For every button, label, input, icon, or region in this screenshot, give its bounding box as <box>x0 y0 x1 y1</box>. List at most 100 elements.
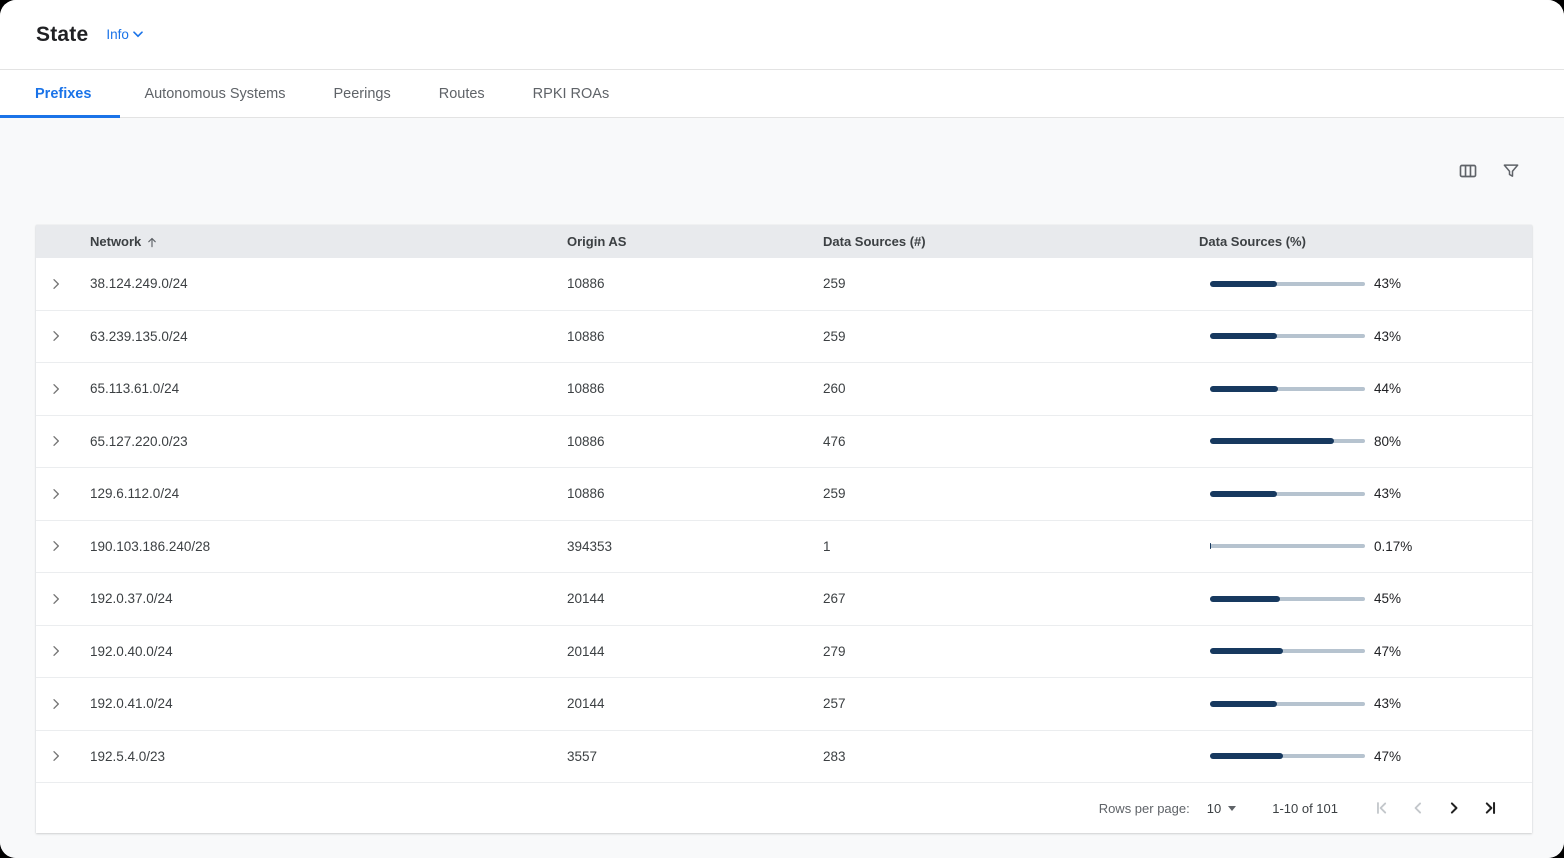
progress-bar-track <box>1210 753 1365 760</box>
data-sources-count-cell: 260 <box>823 381 846 397</box>
table-row[interactable]: 192.5.4.0/23 3557 283 47% <box>36 730 1532 783</box>
sort-ascending-icon <box>148 237 157 247</box>
origin-as-cell: 394353 <box>567 538 613 554</box>
table-row[interactable]: 192.0.41.0/24 20144 257 43% <box>36 678 1532 731</box>
chevron-right-icon <box>53 698 59 709</box>
progress-bar-fill <box>1210 490 1277 497</box>
expand-row-button[interactable] <box>45 693 67 715</box>
content-area: Network Origin AS Data Sources (#) Data … <box>0 118 1564 858</box>
next-page-button[interactable] <box>1436 790 1472 826</box>
origin-as-cell: 20144 <box>567 591 605 607</box>
prefixes-table: Network Origin AS Data Sources (#) Data … <box>36 225 1532 833</box>
progress-bar-label: 0.17% <box>1374 538 1413 554</box>
progress-bar-label: 45% <box>1374 591 1402 607</box>
expand-row-button[interactable] <box>45 483 67 505</box>
network-cell: 65.127.220.0/23 <box>90 433 188 449</box>
expand-row-button[interactable] <box>45 430 67 452</box>
chevron-right-icon <box>53 436 59 447</box>
table-row[interactable]: 192.0.40.0/24 20144 279 47% <box>36 625 1532 678</box>
network-cell: 192.0.41.0/24 <box>90 696 173 712</box>
rows-per-page-label: Rows per page: <box>1098 800 1190 816</box>
column-header-data-sources-pct[interactable]: Data Sources (%) <box>1199 234 1306 249</box>
network-cell: 192.0.40.0/24 <box>90 643 173 659</box>
rows-per-page-select[interactable]: 10 <box>1207 801 1237 816</box>
page-header: State Info <box>0 0 1564 70</box>
expand-row-button[interactable] <box>45 325 67 347</box>
column-header-network[interactable]: Network <box>90 234 567 249</box>
tab-label: Prefixes <box>35 85 92 102</box>
progress-bar-fill <box>1210 280 1277 287</box>
network-cell: 129.6.112.0/24 <box>90 486 180 502</box>
progress-bar-fill <box>1210 753 1283 760</box>
column-header-origin-as[interactable]: Origin AS <box>567 234 627 249</box>
expand-row-button[interactable] <box>45 378 67 400</box>
first-page-icon <box>1377 802 1387 814</box>
table-body: 38.124.249.0/24 10886 259 43% <box>36 258 1532 783</box>
progress-bar-label: 47% <box>1374 748 1402 764</box>
table-pagination: Rows per page: 10 1-10 of 101 <box>36 783 1532 833</box>
table-row[interactable]: 129.6.112.0/24 10886 259 43% <box>36 468 1532 521</box>
tab-routes[interactable]: Routes <box>415 70 509 117</box>
table-row[interactable]: 38.124.249.0/24 10886 259 43% <box>36 258 1532 311</box>
origin-as-cell: 3557 <box>567 748 598 764</box>
tab-prefixes[interactable]: Prefixes <box>0 70 121 118</box>
chevron-right-icon <box>53 541 59 552</box>
progress-bar-label: 43% <box>1374 276 1402 292</box>
origin-as-cell: 20144 <box>567 643 605 659</box>
tab-rpki-roas[interactable]: RPKI ROAs <box>509 70 634 117</box>
tab-peerings[interactable]: Peerings <box>309 70 414 117</box>
filter-button[interactable] <box>1498 158 1524 184</box>
expand-row-button[interactable] <box>45 640 67 662</box>
expand-row-button[interactable] <box>45 273 67 295</box>
table-row[interactable]: 65.113.61.0/24 10886 260 44% <box>36 363 1532 416</box>
progress-bar-track <box>1210 595 1365 602</box>
expand-row-button[interactable] <box>45 745 67 767</box>
chevron-right-icon <box>53 751 59 762</box>
tab-label: Routes <box>438 85 485 102</box>
data-sources-count-cell: 267 <box>823 591 846 607</box>
network-cell: 65.113.61.0/24 <box>90 381 180 397</box>
filter-icon <box>1503 164 1519 177</box>
progress-bar-fill <box>1210 595 1280 602</box>
pagination-range-label: 1-10 of 101 <box>1272 800 1338 816</box>
data-sources-count-cell: 259 <box>823 328 846 344</box>
network-cell: 38.124.249.0/24 <box>90 276 188 292</box>
progress-bar-fill <box>1210 700 1277 707</box>
column-settings-button[interactable] <box>1455 158 1481 184</box>
table-row[interactable]: 63.239.135.0/24 10886 259 43% <box>36 310 1532 363</box>
last-page-button[interactable] <box>1472 790 1508 826</box>
progress-bar-fill <box>1210 438 1334 445</box>
first-page-button[interactable] <box>1364 790 1400 826</box>
chevron-right-icon <box>53 646 59 657</box>
chevron-right-icon <box>53 278 59 289</box>
progress-bar-track <box>1210 543 1365 550</box>
progress-bar-fill <box>1210 385 1279 392</box>
origin-as-cell: 20144 <box>567 696 605 712</box>
expand-row-button[interactable] <box>45 535 67 557</box>
tab-autonomous-systems[interactable]: Autonomous Systems <box>120 70 309 117</box>
chevron-down-icon <box>133 31 143 38</box>
tab-label: Autonomous Systems <box>144 85 286 102</box>
column-header-data-sources-count[interactable]: Data Sources (#) <box>823 234 926 249</box>
progress-bar-label: 47% <box>1374 643 1402 659</box>
data-sources-pct-cell: 43% <box>1199 696 1532 711</box>
origin-as-cell: 10886 <box>567 381 605 397</box>
table-row[interactable]: 192.0.37.0/24 20144 267 45% <box>36 573 1532 626</box>
progress-bar-fill <box>1210 648 1283 655</box>
chevron-right-icon <box>53 593 59 604</box>
data-sources-pct-cell: 43% <box>1199 276 1532 291</box>
progress-bar-track <box>1210 648 1365 655</box>
caret-down-icon <box>1228 805 1237 811</box>
previous-page-button[interactable] <box>1400 790 1436 826</box>
origin-as-cell: 10886 <box>567 433 605 449</box>
last-page-icon <box>1485 802 1496 814</box>
chevron-right-icon <box>53 488 59 499</box>
progress-bar-track <box>1210 280 1365 287</box>
chevron-right-icon <box>53 331 59 342</box>
info-dropdown[interactable]: Info <box>106 27 143 42</box>
progress-bar-label: 43% <box>1374 328 1402 344</box>
table-row[interactable]: 65.127.220.0/23 10886 476 80% <box>36 415 1532 468</box>
data-sources-pct-cell: 43% <box>1199 329 1532 344</box>
expand-row-button[interactable] <box>45 588 67 610</box>
table-row[interactable]: 190.103.186.240/28 394353 1 0.17% <box>36 520 1532 573</box>
